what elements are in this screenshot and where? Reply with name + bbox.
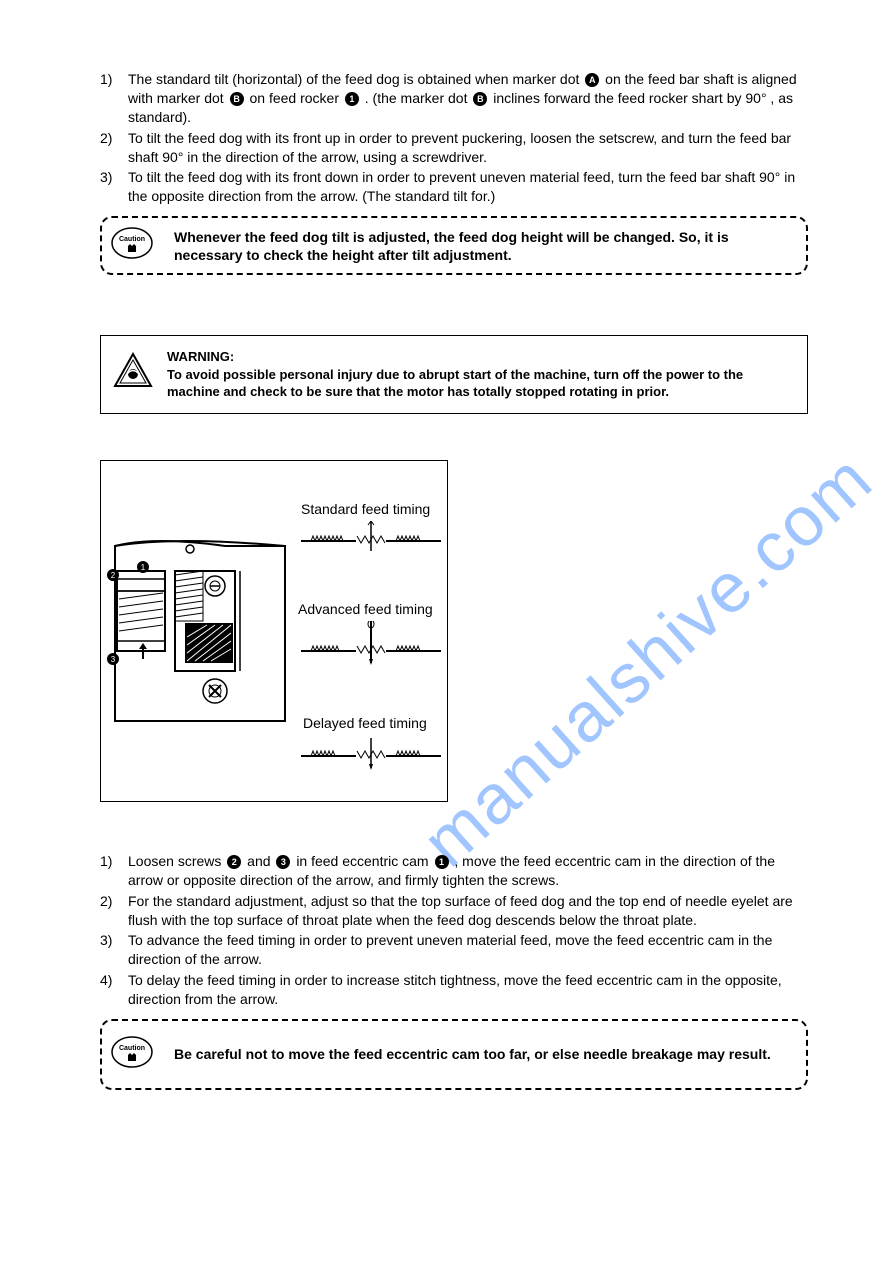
warning-text: To avoid possible personal injury due to… [167, 366, 789, 401]
stitch-standard-icon [301, 521, 441, 557]
list-item: 4) To delay the feed timing in order to … [100, 971, 808, 1009]
marker-b2-icon: B [473, 92, 487, 106]
item-text: To delay the feed timing in order to inc… [128, 971, 808, 1009]
list-item: 2) For the standard adjustment, adjust s… [100, 892, 808, 930]
item-number: 3) [100, 168, 128, 206]
warning-triangle-icon [113, 352, 153, 393]
marker-b-icon: B [230, 92, 244, 106]
item-text: Loosen screws 2 and 3 in feed eccentric … [128, 852, 808, 890]
label-delayed: Delayed feed timing [303, 715, 427, 731]
mechanical-sketch-icon: 2 1 3 [105, 531, 305, 741]
item-text: To tilt the feed dog with its front down… [128, 168, 808, 206]
caution-box-2: Caution Be careful not to move the feed … [100, 1019, 808, 1090]
text-part: and [247, 853, 270, 869]
warning-title: WARNING: [167, 348, 789, 366]
item-number: 1) [100, 852, 128, 890]
item-text: To tilt the feed dog with its front up i… [128, 129, 808, 167]
stitch-delayed-icon [301, 736, 441, 772]
text-part: . (the marker dot [365, 90, 468, 106]
marker-3-icon: 3 [276, 855, 290, 869]
section2-list: 1) Loosen screws 2 and 3 in feed eccentr… [100, 852, 808, 1009]
item-text: To advance the feed timing in order to p… [128, 931, 808, 969]
caution-box-1: Caution Whenever the feed dog tilt is ad… [100, 216, 808, 275]
text-part: on feed rocker [249, 90, 339, 106]
list-item: 3) To tilt the feed dog with its front d… [100, 168, 808, 206]
item-number: 4) [100, 971, 128, 1009]
caution-text: Whenever the feed dog tilt is adjusted, … [174, 228, 792, 264]
text-part: in feed eccentric cam [296, 853, 428, 869]
warning-body: WARNING: To avoid possible personal inju… [167, 348, 789, 401]
list-item: 1) The standard tilt (horizontal) of the… [100, 70, 808, 127]
text-part: Loosen screws [128, 853, 221, 869]
svg-text:Caution: Caution [119, 1045, 145, 1052]
text-part: , move the feed eccentric cam in the dir… [128, 853, 775, 888]
svg-text:1: 1 [141, 563, 146, 572]
marker-1-icon: 1 [345, 92, 359, 106]
list-item: 3) To advance the feed timing in order t… [100, 931, 808, 969]
label-advanced: Advanced feed timing [298, 601, 433, 617]
marker-a-icon: A [585, 73, 599, 87]
marker-1b-icon: 1 [435, 855, 449, 869]
section1-list: 1) The standard tilt (horizontal) of the… [100, 70, 808, 206]
caution-text: Be careful not to move the feed eccentri… [174, 1045, 771, 1063]
item-text: The standard tilt (horizontal) of the fe… [128, 70, 808, 127]
list-item: 1) Loosen screws 2 and 3 in feed eccentr… [100, 852, 808, 890]
feed-timing-diagram: 2 1 3 [100, 460, 448, 802]
item-number: 2) [100, 892, 128, 930]
item-text: For the standard adjustment, adjust so t… [128, 892, 808, 930]
svg-text:Caution: Caution [119, 236, 145, 243]
marker-2-icon: 2 [227, 855, 241, 869]
svg-text:3: 3 [111, 655, 116, 664]
item-number: 2) [100, 129, 128, 167]
item-number: 3) [100, 931, 128, 969]
caution-hand-icon: Caution [110, 226, 154, 265]
caution-hand-icon: Caution [110, 1035, 154, 1074]
list-item: 2) To tilt the feed dog with its front u… [100, 129, 808, 167]
warning-box: WARNING: To avoid possible personal inju… [100, 335, 808, 414]
item-number: 1) [100, 70, 128, 127]
label-standard: Standard feed timing [301, 501, 430, 517]
stitch-advanced-icon [301, 621, 441, 671]
svg-text:2: 2 [111, 571, 116, 580]
text-part: The standard tilt (horizontal) of the fe… [128, 71, 579, 87]
